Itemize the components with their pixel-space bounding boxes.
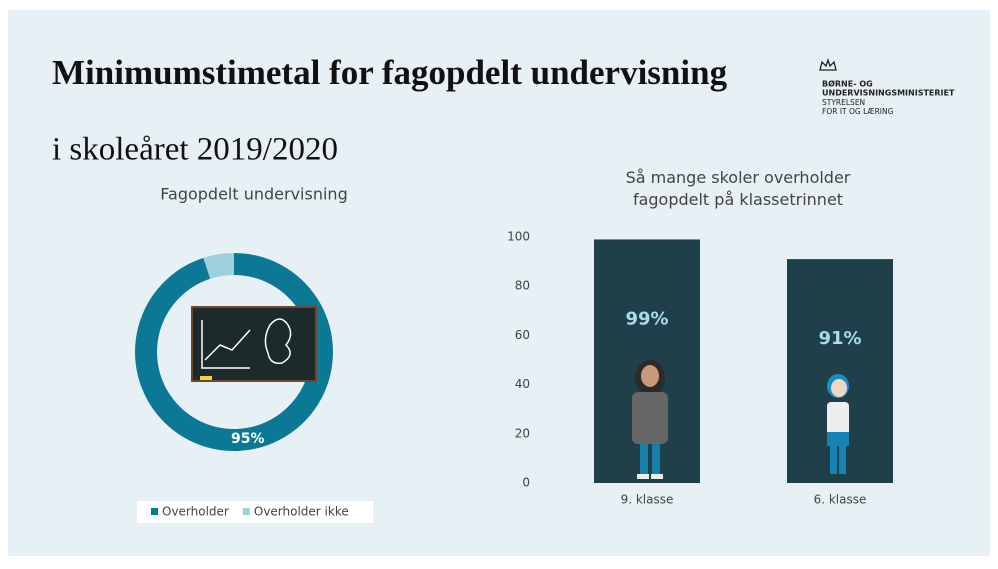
subtitle: i skoleåret 2019/2020 [52,132,338,168]
value-label: 91% [818,328,861,349]
y-tick-label: 40 [515,377,530,391]
y-tick-label: 60 [515,328,530,342]
legend [137,501,373,523]
person [827,374,849,474]
legend-label: Overholder [162,505,229,519]
value-label: 99% [625,308,668,329]
board [191,306,317,382]
x-tick-label: 6. klasse [814,493,867,507]
x-tick-label: 9. klasse [621,493,674,507]
donut-title: Fagopdelt undervisning [160,185,347,204]
y-tick-label: 20 [515,426,530,440]
y-tick-label: 80 [515,279,530,293]
chart-title: Så mange skoler overholder fagopdelt på k… [626,168,851,209]
legend-swatch [151,508,158,515]
donut-slice [203,253,234,279]
y-tick-label: 100 [507,230,530,244]
person [632,360,668,479]
chalk [200,376,212,380]
legend-label: Overholder ikke [254,505,349,519]
people-illustrations [632,360,849,479]
logo: BØRNE- OG UNDERVISNINGSMINISTERIET STYRE… [819,57,955,116]
crown-icon [819,57,837,71]
logo-text: STYRELSEN [822,98,865,107]
legend-swatch [242,508,250,515]
board-drawing [204,329,251,361]
logo-text: BØRNE- OG [822,79,873,89]
board-drawing [264,318,292,365]
logo-text: UNDERVISNINGSMINISTERIET [822,89,955,98]
title-line: Minimumstimetal for fagopdelt undervisni… [52,53,728,92]
marks: 95% Overholder Overholder ikke Så mange sko… [134,168,893,523]
board-drawing [201,320,250,369]
chalkboard-icon [191,306,317,382]
y-tick-label: 0 [522,476,530,490]
logo-text: FOR IT OG LÆRING [822,107,894,116]
value-label: 95% [231,431,265,447]
